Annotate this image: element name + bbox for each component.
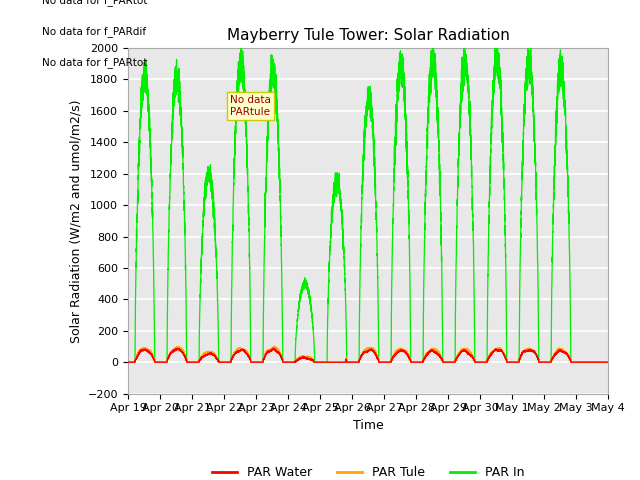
Text: No data for f_PARtot: No data for f_PARtot bbox=[42, 0, 147, 6]
Y-axis label: Solar Radiation (W/m2 and umol/m2/s): Solar Radiation (W/m2 and umol/m2/s) bbox=[69, 99, 82, 343]
Text: No data for f_PARdif: No data for f_PARdif bbox=[42, 26, 146, 37]
Text: No data
PARtule: No data PARtule bbox=[230, 95, 271, 117]
Title: Mayberry Tule Tower: Solar Radiation: Mayberry Tule Tower: Solar Radiation bbox=[227, 28, 509, 43]
Text: No data for f_PARtot: No data for f_PARtot bbox=[42, 57, 147, 68]
Legend: PAR Water, PAR Tule, PAR In: PAR Water, PAR Tule, PAR In bbox=[207, 461, 529, 480]
X-axis label: Time: Time bbox=[353, 419, 383, 432]
